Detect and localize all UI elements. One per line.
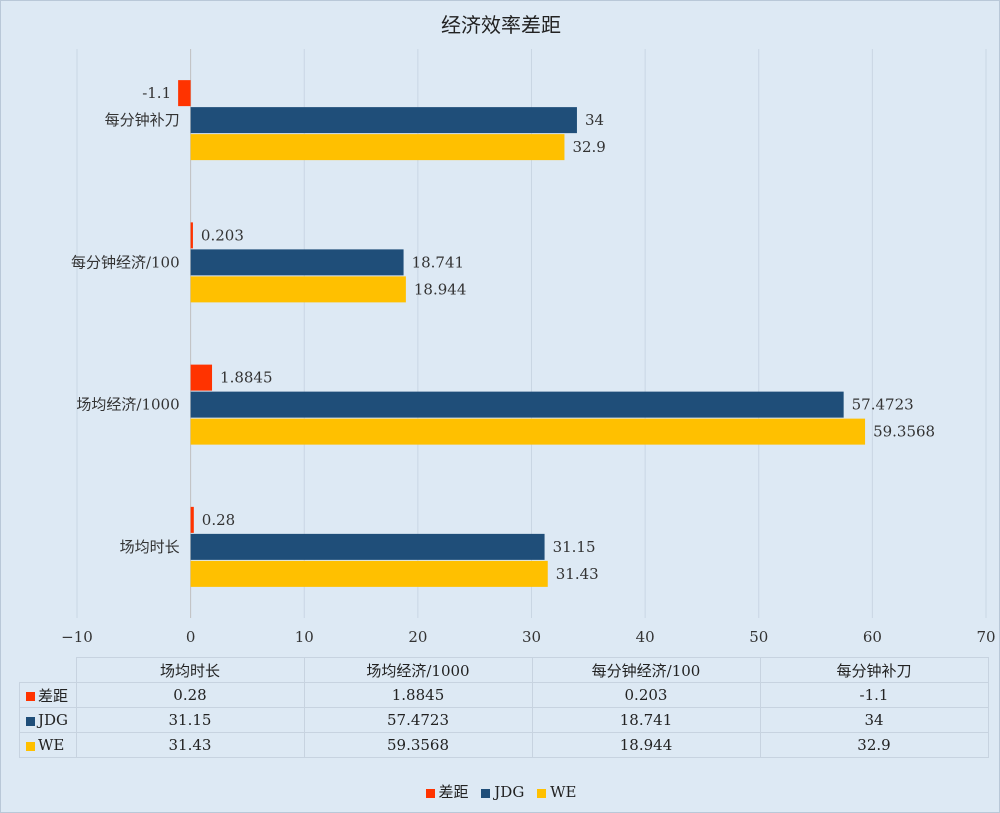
plot-area: −10 0 10 20 30 40 50 60 70 -1.1 34 32.9 每分钟补刀 0.203 18… (61, 49, 996, 646)
data-label: 59.3568 (873, 423, 935, 441)
bar-jdg (190, 107, 577, 134)
category-label: 场均经济/1000 (76, 396, 179, 414)
series-label: JDG (38, 711, 69, 729)
bar-gap (190, 364, 213, 391)
data-table-column-header: 场均经济/1000 (303, 657, 533, 683)
legend: 差距 JDG WE (1, 781, 1000, 802)
bar-we (190, 134, 565, 161)
data-table-cell: 34 (759, 707, 989, 733)
x-tick-label: 70 (976, 628, 995, 646)
legend-swatch (425, 788, 435, 798)
x-tick-label: 30 (522, 628, 541, 646)
x-tick-label: 0 (186, 628, 196, 646)
data-label: 1.8845 (220, 369, 273, 387)
series-label: WE (38, 736, 65, 754)
data-table-cell: 57.4723 (303, 707, 533, 733)
legend-label: WE (550, 783, 577, 801)
bar-gap (190, 506, 194, 533)
data-table-column-header: 每分钟经济/100 (531, 657, 761, 683)
bar-we (190, 418, 866, 445)
data-table-cell: -1.1 (759, 682, 989, 708)
series-key-swatch (26, 716, 35, 726)
legend-item-jdg[interactable]: JDG (481, 783, 524, 801)
data-table-cell: 18.944 (531, 732, 761, 758)
x-tick-label: 50 (749, 628, 768, 646)
data-table-row-we: WE 31.43 59.3568 18.944 32.9 (19, 732, 989, 758)
legend-item-we[interactable]: WE (537, 783, 576, 801)
data-table-row-header: 差距 (19, 682, 77, 708)
legend-label: JDG (494, 783, 525, 801)
x-tick-label: 40 (636, 628, 655, 646)
data-table-header-row: 场均时长 场均经济/1000 每分钟经济/100 每分钟补刀 (19, 657, 989, 683)
bar-we (190, 276, 406, 303)
legend-item-gap[interactable]: 差距 (425, 781, 469, 802)
data-label: 18.741 (412, 253, 465, 271)
data-label: 57.4723 (852, 396, 914, 414)
bar-gap (190, 222, 193, 249)
data-table-cell: 18.741 (531, 707, 761, 733)
data-label: 0.28 (202, 511, 235, 529)
x-tick-label: −10 (61, 628, 93, 646)
x-tick-label: 20 (408, 628, 427, 646)
data-label: 0.203 (201, 226, 244, 244)
legend-swatch (481, 788, 491, 798)
series-label: 差距 (38, 686, 69, 705)
data-table-cell: 31.15 (75, 707, 305, 733)
data-table-cell: 59.3568 (303, 732, 533, 758)
bar-gap (178, 80, 191, 107)
legend-swatch (537, 788, 547, 798)
series-key-swatch (26, 741, 35, 751)
data-table-cell: 0.28 (75, 682, 305, 708)
data-label: 31.43 (556, 565, 599, 583)
data-table-cell: 32.9 (759, 732, 989, 758)
data-label: -1.1 (142, 84, 171, 102)
data-label: 32.9 (572, 138, 605, 156)
data-label: 18.944 (414, 280, 467, 298)
data-table-row-header: JDG (19, 707, 77, 733)
category-label: 每分钟经济/100 (71, 253, 180, 271)
data-table-row-gap: 差距 0.28 1.8845 0.203 -1.1 (19, 682, 989, 708)
data-table-column-header: 每分钟补刀 (759, 657, 989, 683)
data-table-corner (19, 657, 77, 683)
bar-jdg (190, 533, 545, 560)
bar-we (190, 560, 548, 587)
data-table-row-header: WE (19, 732, 77, 758)
data-table-column-header: 场均时长 (75, 657, 305, 683)
chart-title: 经济效率差距 (441, 13, 561, 37)
data-table-row-jdg: JDG 31.15 57.4723 18.741 34 (19, 707, 989, 733)
x-tick-label: 60 (863, 628, 882, 646)
data-table: 场均时长 场均经济/1000 每分钟经济/100 每分钟补刀 差距 0.28 1… (19, 657, 989, 758)
data-table-cell: 31.43 (75, 732, 305, 758)
data-label: 31.15 (553, 538, 596, 556)
category-label: 每分钟补刀 (105, 111, 180, 129)
series-key-swatch (26, 692, 35, 701)
data-table-cell: 0.203 (531, 682, 761, 708)
bar-jdg (190, 249, 404, 276)
x-tick-label: 10 (295, 628, 314, 646)
bar-jdg (190, 391, 844, 418)
legend-label: 差距 (438, 783, 469, 801)
data-label: 34 (585, 111, 604, 129)
data-table-cell: 1.8845 (303, 682, 533, 708)
category-label: 场均时长 (120, 538, 180, 556)
